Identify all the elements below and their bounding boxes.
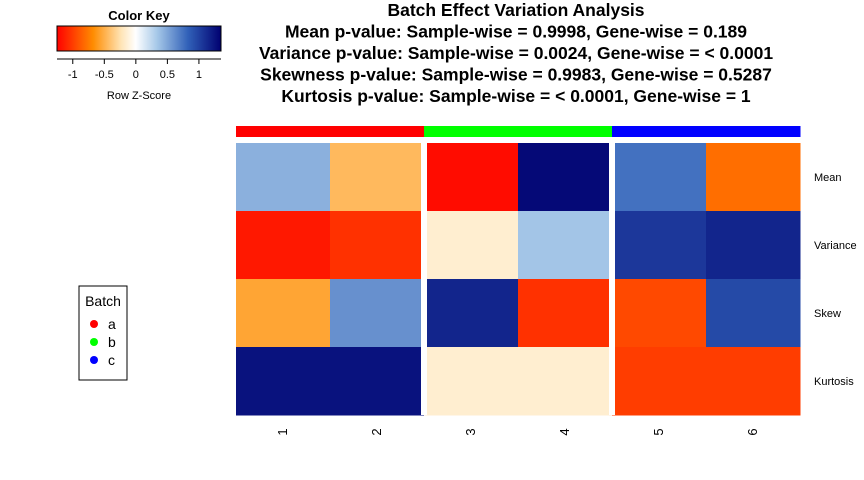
column-labels: 1 2 3 4 5 6 [275, 428, 760, 435]
title-line: Variance p-value: Sample-wise = 0.0024, … [259, 43, 773, 63]
column-label: 1 [275, 428, 290, 435]
heatmap-cell [424, 347, 519, 416]
side-color-cell [236, 126, 331, 137]
color-key-title: Color Key [108, 8, 170, 23]
color-key-tick-label: 0 [133, 69, 139, 81]
color-key-tick-label: -0.5 [95, 69, 114, 81]
heatmap-cell [706, 279, 801, 348]
heatmap-cell [424, 143, 519, 212]
column-label: 2 [369, 428, 384, 435]
row-label: Skew [814, 308, 841, 320]
color-key-gradient [56, 25, 222, 52]
batch-separator [609, 143, 615, 415]
column-side-colors [236, 126, 801, 137]
heatmap-cell [518, 347, 613, 416]
heatmap-cell [424, 279, 519, 348]
heatmap-cell [518, 279, 613, 348]
heatmap-cell [518, 211, 613, 280]
side-color-cell [612, 126, 707, 137]
side-color-cell [518, 126, 613, 137]
row-labels: Mean Variance Skew Kurtosis [814, 172, 857, 388]
row-label: Kurtosis [814, 376, 854, 388]
heatmap-cell [236, 279, 331, 348]
heatmap-cell [612, 279, 707, 348]
legend-items: abc [90, 316, 116, 368]
heatmap-cell [612, 143, 707, 212]
column-label: 3 [463, 428, 478, 435]
side-color-cell [706, 126, 801, 137]
batch-legend: Batch abc [78, 285, 128, 381]
heatmap-cell [330, 347, 425, 416]
row-label: Mean [814, 172, 842, 184]
side-color-cell [330, 126, 425, 137]
heatmap-cell [236, 347, 331, 416]
column-label: 6 [745, 428, 760, 435]
heatmap-cell [706, 211, 801, 280]
legend-title: Batch [85, 293, 121, 309]
heatmap-cell [236, 211, 331, 280]
legend-box [78, 285, 128, 381]
batch-separator [421, 143, 427, 415]
heatmap-cell [330, 211, 425, 280]
color-key-xlabel: Row Z-Score [107, 90, 171, 102]
row-label: Variance [814, 240, 857, 252]
title-line: Kurtosis p-value: Sample-wise = < 0.0001… [281, 86, 751, 106]
title-line: Mean p-value: Sample-wise = 0.9998, Gene… [285, 22, 747, 42]
color-key-tick-label: -1 [68, 69, 78, 81]
heatmap-cell [236, 143, 331, 212]
color-key-axis: -1 -0.5 0 0.5 1 [57, 58, 221, 81]
legend-marker [90, 338, 98, 346]
color-key: Color Key -1 -0.5 0 0.5 1 Row Z-Score [56, 8, 222, 102]
title-line: Batch Effect Variation Analysis [387, 0, 644, 20]
color-key-tick-label: 0.5 [160, 69, 175, 81]
heatmap-cell [330, 279, 425, 348]
heatmap-cell [518, 143, 613, 212]
legend-marker [90, 320, 98, 328]
legend-label: c [108, 352, 115, 368]
legend-label: a [108, 316, 116, 332]
heatmap-cell [424, 211, 519, 280]
legend-marker [90, 356, 98, 364]
color-key-tick-label: 1 [196, 69, 202, 81]
side-color-cell [424, 126, 519, 137]
batch-separators [421, 143, 615, 415]
heatmap-cell [706, 143, 801, 212]
heatmap-cell [612, 347, 707, 416]
column-label: 4 [557, 428, 572, 435]
heatmap-cell [330, 143, 425, 212]
column-label: 5 [651, 428, 666, 435]
heatmap-cells [236, 143, 801, 416]
heatmap-cell [706, 347, 801, 416]
legend-label: b [108, 334, 116, 350]
heatmap-cell [612, 211, 707, 280]
title-line: Skewness p-value: Sample-wise = 0.9983, … [260, 65, 772, 85]
